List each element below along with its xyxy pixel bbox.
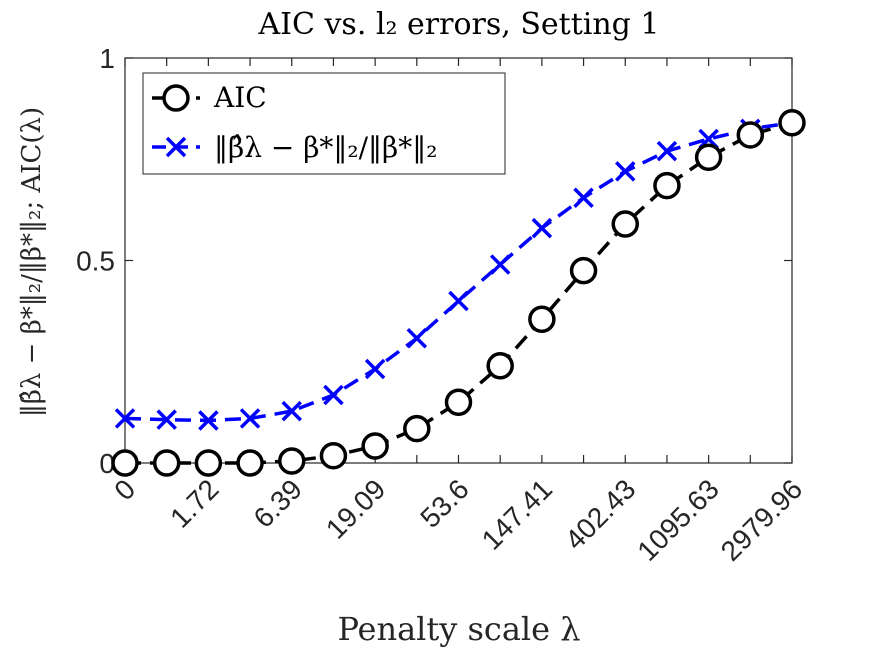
aic-point: [486, 352, 514, 380]
error-point: [448, 290, 469, 312]
legend: AIC ‖β̂λ − β*‖₂/‖β*‖₂: [142, 72, 506, 175]
error-point: [281, 400, 302, 422]
aic-point: [569, 256, 598, 285]
aic-point: [444, 388, 473, 416]
y-tick-label: 0.5: [76, 246, 115, 277]
error-point: [615, 161, 636, 182]
legend-box: [142, 72, 506, 175]
aic-point: [611, 210, 639, 238]
y-axis-label: ‖β̂λ − β*‖₂/‖β*‖₂; AIC(λ): [17, 107, 47, 417]
x-tick-label: 402.43: [559, 473, 641, 555]
error-series-line: [124, 121, 793, 423]
x-tick-label: 53.6: [414, 473, 474, 533]
legend-error-label: ‖β̂λ − β*‖₂/‖β*‖₂: [214, 131, 437, 164]
error-point: [406, 328, 428, 349]
aic-point: [528, 305, 556, 333]
error-point: [198, 410, 219, 431]
x-tick-label: 147.41: [476, 473, 558, 555]
aic-point: [736, 121, 765, 149]
aic-point: [111, 449, 139, 477]
legend-aic-label: AIC: [213, 81, 267, 114]
x-tick-label: 1095.63: [631, 473, 724, 566]
x-axis-label: Penalty scale λ: [337, 610, 580, 648]
aic-point: [319, 441, 348, 470]
error-point: [114, 408, 136, 429]
legend-aic-marker: [162, 84, 190, 112]
legend-error-marker: [165, 136, 187, 158]
error-point: [156, 409, 177, 430]
aic-point: [361, 432, 389, 460]
x-tick-label: 19.09: [320, 473, 391, 544]
aic-point: [653, 171, 681, 200]
error-point: [656, 140, 678, 162]
x-tick-label: 2979.96: [715, 473, 808, 566]
x-tick-label: 1.72: [164, 473, 224, 533]
error-point: [364, 358, 386, 380]
aic-point: [403, 414, 431, 443]
y-tick-label: 0: [99, 448, 115, 479]
series-layer: [111, 109, 806, 477]
aic-point: [278, 447, 306, 475]
error-point: [531, 217, 553, 239]
error-point: [239, 408, 261, 429]
error-point: [489, 254, 511, 275]
aic-point: [236, 449, 264, 477]
y-tick-label: 1: [99, 43, 115, 74]
aic-series-line: [125, 121, 793, 465]
aic-point: [194, 449, 223, 477]
aic-point: [152, 449, 181, 477]
error-point: [323, 384, 344, 406]
error-point: [573, 187, 594, 208]
x-tick-label: 6.39: [248, 473, 308, 533]
aic-point: [694, 143, 723, 171]
chart-title: AIC vs. l₂ errors, Setting 1: [257, 7, 659, 42]
aic-point: [778, 109, 806, 137]
x-tick-label: 0: [108, 473, 141, 506]
